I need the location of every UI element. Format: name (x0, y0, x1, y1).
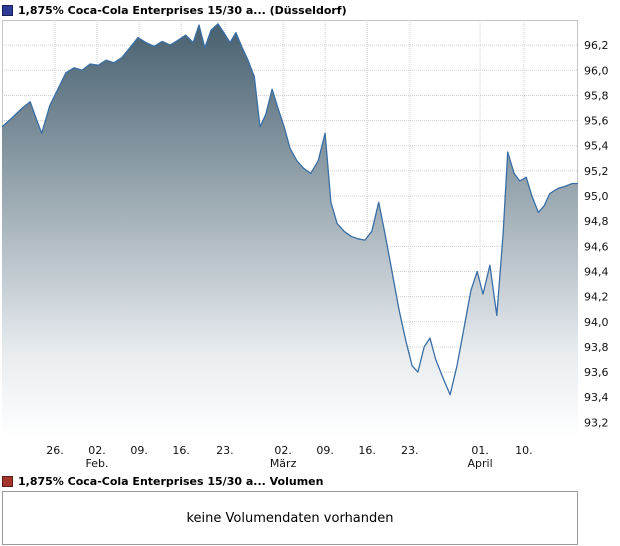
svg-text:95,4: 95,4 (584, 140, 609, 153)
price-chart-svg: 96,2 96,0 95,8 95,6 95,4 95,2 95,0 94,8 94,6 94,4… (1, 20, 609, 470)
svg-text:09.: 09. (130, 444, 148, 457)
svg-text:96,2: 96,2 (584, 39, 609, 52)
volume-legend-label: 1,875% Coca-Cola Enterprises 15/30 a... … (18, 474, 324, 488)
svg-text:93,4: 93,4 (584, 391, 609, 404)
svg-text:23.: 23. (216, 444, 234, 457)
svg-text:94,0: 94,0 (584, 316, 609, 329)
chart-title: 1,875% Coca-Cola Enterprises 15/30 a... … (18, 3, 347, 17)
svg-text:95,2: 95,2 (584, 165, 609, 178)
svg-text:93,8: 93,8 (584, 341, 609, 354)
svg-text:02.: 02. (88, 444, 106, 457)
svg-text:95,8: 95,8 (584, 89, 609, 102)
svg-text:26.: 26. (46, 444, 64, 457)
svg-text:09.: 09. (316, 444, 334, 457)
svg-text:94,6: 94,6 (584, 240, 609, 253)
svg-text:93,2: 93,2 (584, 416, 609, 429)
svg-text:23.: 23. (401, 444, 419, 457)
volume-panel: keine Volumendaten vorhanden (2, 491, 578, 545)
svg-text:94,8: 94,8 (584, 215, 609, 228)
price-chart: 96,2 96,0 95,8 95,6 95,4 95,2 95,0 94,8 94,6 94,4… (0, 18, 620, 470)
svg-text:01.: 01. (471, 444, 489, 457)
svg-text:93,6: 93,6 (584, 366, 609, 379)
svg-text:April: April (468, 457, 493, 470)
svg-text:95,6: 95,6 (584, 115, 609, 128)
chart-legend: 1,875% Coca-Cola Enterprises 15/30 a... … (0, 0, 620, 18)
svg-text:16.: 16. (172, 444, 190, 457)
volume-legend: 1,875% Coca-Cola Enterprises 15/30 a... … (0, 472, 620, 488)
svg-text:16.: 16. (358, 444, 376, 457)
price-series-marker-icon (2, 4, 13, 16)
svg-text:96,0: 96,0 (584, 64, 609, 77)
svg-text:10.: 10. (515, 444, 533, 457)
svg-text:Feb.: Feb. (86, 457, 109, 470)
svg-text:02.: 02. (274, 444, 292, 457)
no-volume-message: keine Volumendaten vorhanden (186, 510, 394, 526)
svg-text:94,2: 94,2 (584, 291, 609, 304)
volume-series-marker-icon (2, 475, 13, 487)
svg-text:März: März (270, 457, 297, 470)
svg-text:95,0: 95,0 (584, 190, 609, 203)
svg-text:94,4: 94,4 (584, 265, 609, 278)
